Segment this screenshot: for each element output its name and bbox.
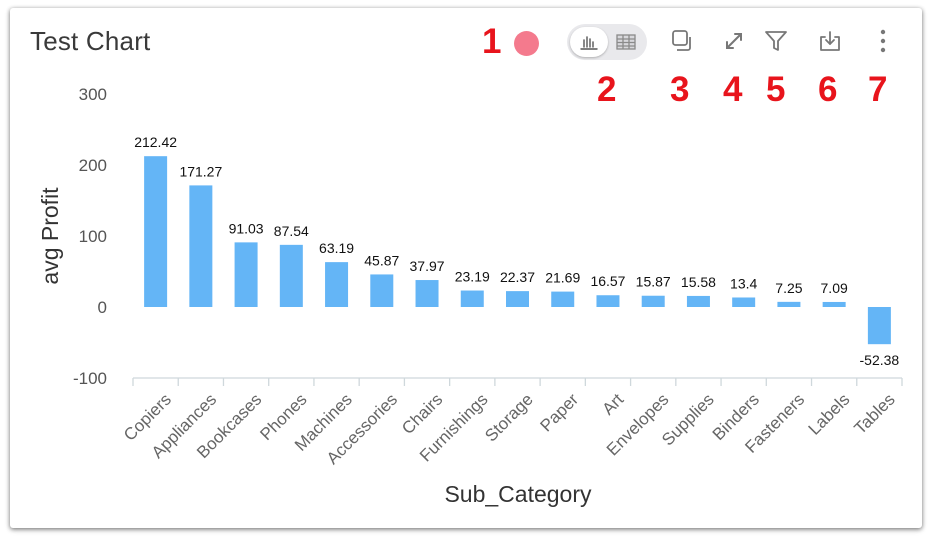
y-tick-label: -100 bbox=[73, 369, 107, 388]
bar-tables[interactable] bbox=[867, 307, 891, 345]
data-label: 16.57 bbox=[590, 273, 625, 289]
more-vertical-icon[interactable] bbox=[870, 28, 896, 54]
toggle-knob bbox=[570, 27, 608, 57]
bar-envelopes[interactable] bbox=[641, 295, 665, 307]
data-label: 91.03 bbox=[229, 220, 264, 236]
data-label: 15.87 bbox=[636, 274, 671, 290]
bar-machines[interactable] bbox=[325, 262, 349, 307]
x-tick-label: Tables bbox=[851, 390, 899, 438]
bar-art[interactable] bbox=[596, 295, 620, 307]
copy-icon[interactable] bbox=[670, 28, 696, 54]
y-tick-label: 100 bbox=[79, 227, 107, 246]
y-tick-label: 0 bbox=[98, 298, 107, 317]
y-tick-label: 200 bbox=[79, 156, 107, 175]
chart-card: Test Chart -100 0 100 200 300 212.42 Copiers 17… bbox=[10, 8, 922, 528]
expand-icon[interactable] bbox=[721, 28, 747, 54]
bar-chairs[interactable] bbox=[415, 280, 439, 307]
data-label: 7.09 bbox=[821, 280, 848, 296]
data-label: 21.69 bbox=[545, 270, 580, 286]
annotation-marker-2: 2 bbox=[597, 70, 617, 109]
filter-icon[interactable] bbox=[763, 28, 789, 54]
annotation-marker-1: 1 bbox=[482, 22, 502, 61]
data-label: 15.58 bbox=[681, 274, 716, 290]
data-label: 212.42 bbox=[134, 134, 177, 150]
data-label: 23.19 bbox=[455, 269, 490, 285]
annotation-marker-7: 7 bbox=[868, 70, 888, 109]
y-tick-label: 300 bbox=[79, 85, 107, 104]
bar-labels[interactable] bbox=[822, 301, 846, 307]
data-label: 87.54 bbox=[274, 223, 309, 239]
status-dot[interactable] bbox=[514, 31, 539, 56]
bar-phones[interactable] bbox=[279, 244, 303, 307]
data-label: 63.19 bbox=[319, 240, 354, 256]
bar-fasteners[interactable] bbox=[777, 301, 801, 307]
bar-bookcases[interactable] bbox=[234, 242, 258, 307]
bar-appliances[interactable] bbox=[189, 185, 213, 307]
annotation-marker-6: 6 bbox=[818, 70, 838, 109]
x-tick-label: Labels bbox=[805, 390, 854, 439]
view-toggle[interactable] bbox=[567, 24, 647, 60]
bar-accessories[interactable] bbox=[370, 274, 394, 307]
bar-furnishings[interactable] bbox=[460, 290, 484, 307]
bar-binders[interactable] bbox=[732, 297, 756, 307]
data-label: 37.97 bbox=[410, 258, 445, 274]
annotation-marker-4: 4 bbox=[723, 70, 743, 109]
bar-supplies[interactable] bbox=[686, 295, 710, 307]
bar-chart-icon[interactable] bbox=[576, 29, 602, 55]
x-axis-title: Sub_Category bbox=[444, 481, 592, 507]
annotation-marker-5: 5 bbox=[766, 70, 786, 109]
bar-chart: -1000100200300212.42Copiers171.27Applian… bbox=[37, 85, 903, 507]
data-label: 171.27 bbox=[179, 163, 222, 179]
x-tick-label: Storage bbox=[481, 390, 537, 446]
data-label: -52.38 bbox=[860, 352, 900, 368]
data-label: 22.37 bbox=[500, 269, 535, 285]
download-icon[interactable] bbox=[817, 28, 843, 54]
x-tick-label: Art bbox=[598, 390, 627, 419]
annotation-marker-3: 3 bbox=[670, 70, 690, 109]
bar-copiers[interactable] bbox=[144, 156, 168, 307]
bar-paper[interactable] bbox=[551, 291, 575, 307]
x-tick-label: Paper bbox=[537, 390, 583, 436]
chart-title: Test Chart bbox=[30, 26, 151, 56]
bar-storage[interactable] bbox=[506, 291, 529, 307]
data-label: 7.25 bbox=[775, 280, 802, 296]
data-label: 13.4 bbox=[730, 275, 757, 291]
table-icon[interactable] bbox=[613, 29, 639, 55]
y-axis-title: avg Profit bbox=[37, 187, 63, 285]
data-label: 45.87 bbox=[364, 252, 399, 268]
